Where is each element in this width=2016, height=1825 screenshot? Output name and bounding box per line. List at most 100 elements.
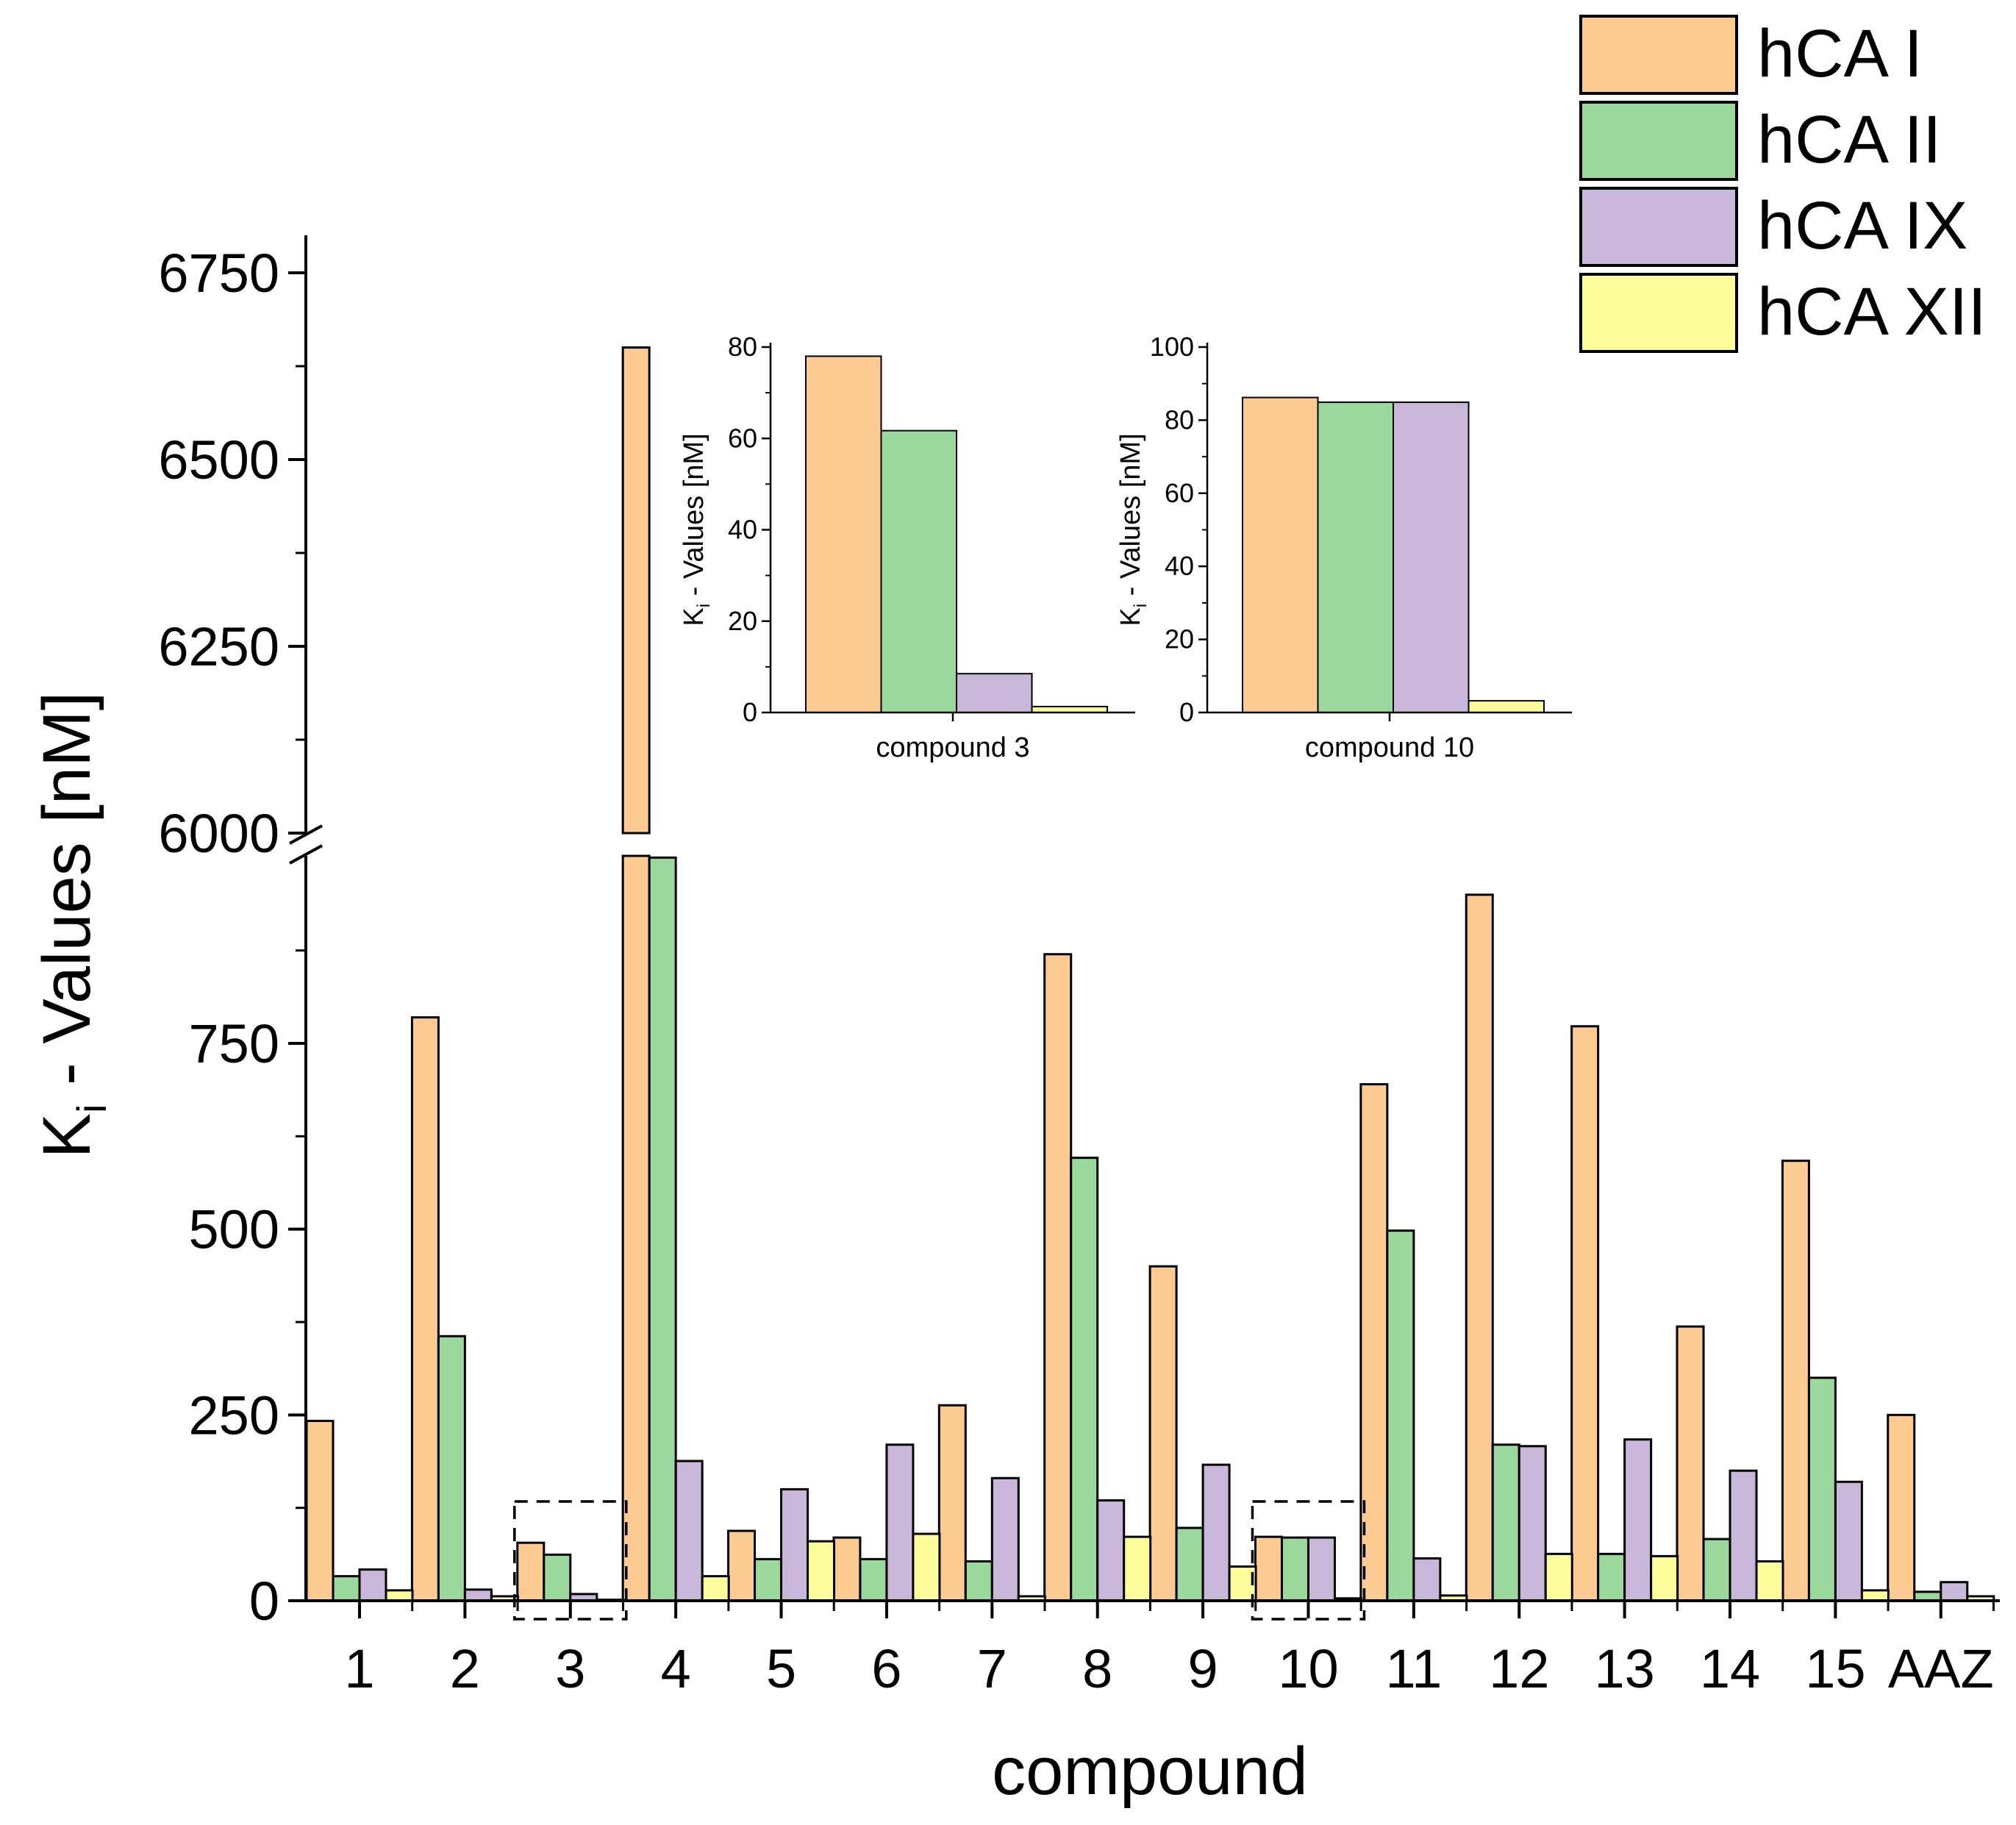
bar-hca-i-compound-4 (621, 346, 651, 1602)
axis-break-gap (307, 835, 2001, 854)
bar-hca-i-compound-14 (1676, 1325, 1705, 1602)
x-tick-label-6: 6 (871, 1638, 901, 1699)
bar-hca-ii-compound-11 (1386, 1229, 1415, 1602)
x-tick-label-10: 10 (1278, 1638, 1338, 1699)
highlight-box-compound-3 (513, 1500, 628, 1621)
inset-3-bar-hca-i (805, 355, 882, 713)
y-tick-label-6250: 6250 (158, 616, 279, 677)
legend-label-hca-i: hCA I (1757, 16, 1923, 91)
bar-hca-i-compound-12 (1465, 893, 1494, 1602)
inset-3-y-tick-label-80: 80 (728, 332, 757, 362)
legend-swatch-hca-xii (1579, 273, 1738, 353)
inset-10-bar-hca-i (1242, 396, 1319, 713)
inset-10-y-tick-label-100: 100 (1150, 332, 1194, 362)
x-axis-label: compound (992, 1734, 1308, 1809)
bar-hca-xii-compound-1 (385, 1589, 414, 1602)
x-tick-label-2: 2 (450, 1638, 480, 1699)
y-axis-label-rest: - Values [nM] (29, 692, 104, 1104)
bar-hca-i-compound-15 (1781, 1160, 1810, 1602)
bar-hca-xii-compound-4 (701, 1575, 730, 1602)
x-tick-label-3: 3 (555, 1638, 585, 1699)
inset-10-y-tick-label-40: 40 (1165, 551, 1194, 581)
x-tick-label-1: 1 (344, 1638, 374, 1699)
bar-hca-i-compound-7 (937, 1404, 967, 1602)
inset-chart-compound-3: 0 20 40 60 80 compound 3 Ki - Values [nM] (679, 332, 1135, 763)
inset-10-bar-hca-ii (1317, 401, 1394, 713)
legend-swatch-hca-ix (1579, 187, 1738, 267)
x-tick-label-4: 4 (661, 1638, 691, 1699)
legend-label-hca-xii: hCA XII (1757, 274, 1987, 349)
bar-hca-i-compound-aaz (1887, 1413, 1916, 1602)
bar-hca-i-compound-2 (410, 1016, 440, 1602)
bar-hca-ii-compound-7 (964, 1560, 993, 1602)
bar-hca-ix-compound-7 (990, 1476, 1020, 1602)
bar-hca-ix-compound-8 (1096, 1499, 1126, 1602)
bar-hca-ix-compound-11 (1412, 1557, 1442, 1602)
y-tick-label-6750: 6750 (158, 243, 279, 304)
bar-hca-ii-compound-4 (648, 856, 677, 1602)
legend-swatch-hca-i (1579, 15, 1738, 95)
inset-3-y-tick-label-0: 0 (743, 697, 757, 727)
legend-label-hca-ix: hCA IX (1757, 188, 1967, 263)
y-tick-label-6500: 6500 (158, 429, 279, 490)
bar-hca-i-compound-10 (1254, 1535, 1283, 1602)
y-axis-label-main: K (29, 1113, 104, 1158)
legend-label-hca-ii: hCA II (1757, 102, 1942, 177)
bar-hca-xii-compound-14 (1755, 1560, 1784, 1602)
inset-chart-compound-10: 0 20 40 60 80 100 compound 10 Ki - Values [nM] (1115, 332, 1572, 763)
inset-10-bar-hca-ix (1393, 401, 1470, 713)
inset-3-bar-hca-ix (956, 673, 1033, 713)
y-axis-label-sub: i (68, 1104, 115, 1112)
inset-3-bar-hca-ii (880, 429, 957, 713)
inset-10-y-axis-label-main: K (1115, 607, 1146, 626)
bar-hca-i-compound-9 (1148, 1265, 1178, 1602)
bar-hca-xii-compound-15 (1860, 1589, 1890, 1602)
inset-3-y-tick-label-40: 40 (728, 515, 757, 545)
bar-hca-i-compound-13 (1570, 1025, 1600, 1602)
bar-hca-ix-compound-9 (1201, 1463, 1231, 1602)
bar-hca-xii-compound-8 (1123, 1535, 1152, 1602)
x-tick-label-8: 8 (1082, 1638, 1112, 1699)
bar-hca-i-compound-3 (516, 1541, 546, 1602)
bar-hca-ii-compound-9 (1175, 1526, 1204, 1602)
bar-hca-i-compound-1 (305, 1419, 335, 1602)
bar-hca-ii-compound-15 (1807, 1376, 1837, 1602)
x-tick-label-7: 7 (977, 1638, 1007, 1699)
y-tick-label-500: 500 (189, 1199, 279, 1260)
inset-3-y-axis-label-main: K (679, 607, 709, 626)
bar-hca-ii-compound-1 (332, 1575, 361, 1602)
x-tick-label-11: 11 (1385, 1638, 1442, 1699)
x-tick-label-9: 9 (1188, 1638, 1218, 1699)
bar-hca-ix-compound-12 (1518, 1445, 1547, 1602)
bar-hca-ii-compound-12 (1491, 1443, 1520, 1602)
y-tick-label-6000: 6000 (158, 803, 279, 864)
highlight-box-compound-10 (1251, 1500, 1366, 1621)
bar-hca-i-compound-5 (727, 1529, 757, 1602)
bar-hca-ii-compound-13 (1597, 1552, 1626, 1602)
inset-3-y-axis-label-sub: i (694, 604, 714, 607)
bar-hca-ii-compound-2 (437, 1335, 466, 1602)
bar-hca-ii-compound-10 (1280, 1536, 1309, 1602)
bar-hca-ix-compound-2 (463, 1588, 493, 1602)
x-tick-label-5: 5 (766, 1638, 796, 1699)
bar-hca-ix-compound-10 (1307, 1536, 1336, 1602)
bar-hca-i-compound-4-upper (621, 346, 651, 835)
x-tick-label-13: 13 (1594, 1638, 1654, 1699)
x-tick-label-15: 15 (1805, 1638, 1865, 1699)
bar-hca-ii-compound-6 (859, 1557, 888, 1602)
bar-hca-ix-compound-15 (1834, 1480, 1863, 1602)
bar-hca-ix-compound-aaz (1940, 1581, 1969, 1602)
bar-hca-ii-compound-3 (543, 1553, 572, 1602)
bar-hca-ix-compound-1 (358, 1568, 387, 1602)
x-tick-label-aaz: AAZ (1888, 1638, 1994, 1699)
bar-hca-i-compound-4-lower (621, 854, 651, 1602)
bar-hca-ii-compound-8 (1070, 1157, 1099, 1602)
inset-10-y-tick-label-60: 60 (1165, 478, 1194, 508)
bar-hca-ix-compound-5 (780, 1488, 809, 1602)
inset-10-y-tick-label-0: 0 (1179, 697, 1194, 727)
y-axis-break-mark-lower (289, 844, 323, 865)
inset-3-y-axis-label: Ki - Values [nM] (679, 433, 714, 626)
inset-10-y-axis-label-sub: i (1131, 604, 1151, 607)
